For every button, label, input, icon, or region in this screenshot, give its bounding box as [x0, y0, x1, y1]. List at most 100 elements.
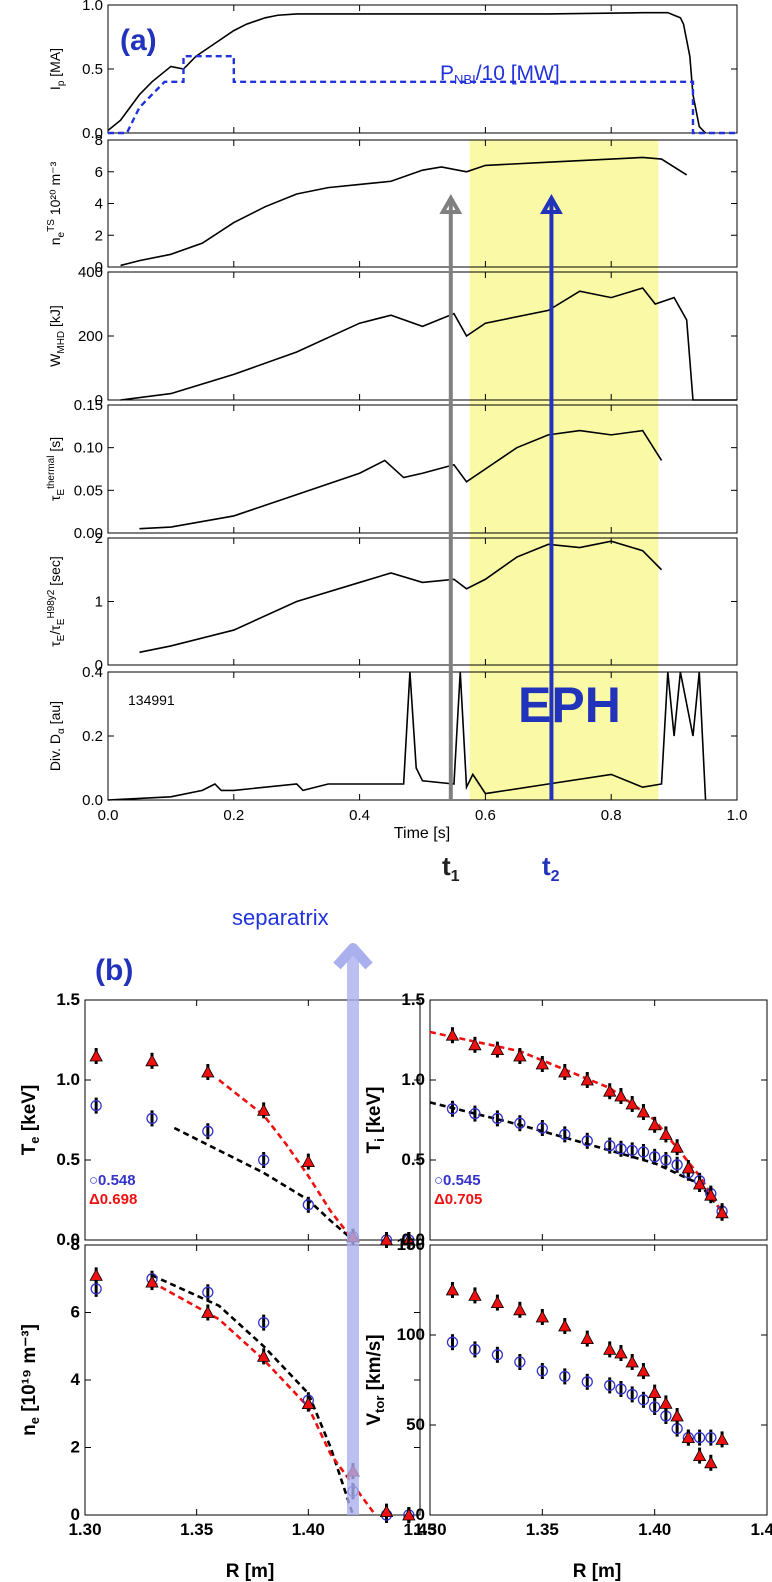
data-point-triangle — [704, 1188, 718, 1201]
data-point-triangle — [89, 1268, 103, 1281]
data-point-triangle — [625, 1355, 639, 1368]
y-tick-label: 1.5 — [56, 990, 80, 1009]
t1-arrow-head — [439, 193, 463, 214]
data-point-triangle — [445, 1028, 460, 1041]
data-point-circle — [649, 1151, 661, 1163]
nbi-label-post: /10 [MW] — [476, 62, 560, 85]
data-point-triangle — [89, 1049, 103, 1062]
legend-entry: Δ0.698 — [89, 1191, 137, 1208]
data-point-triangle — [513, 1302, 527, 1316]
y-tick-label: 1.0 — [56, 1070, 80, 1089]
t2-arrow-head — [539, 193, 563, 214]
data-point-circle — [446, 1103, 459, 1115]
subplot-ne_ts: 0 2 4 6 8 neTS 10²⁰ m⁻³ — [46, 132, 738, 276]
data-point-triangle — [145, 1275, 159, 1288]
data-point-triangle — [301, 1154, 316, 1167]
data-point-triangle — [647, 1385, 662, 1398]
y-tick-label: 0.15 — [74, 397, 103, 414]
data-point-circle — [536, 1365, 548, 1377]
data-point-triangle — [301, 1396, 316, 1410]
data-point-circle — [146, 1112, 158, 1125]
data-point-triangle — [558, 1065, 572, 1078]
data-point-circle — [615, 1383, 627, 1395]
data-point-triangle — [558, 1319, 572, 1332]
data-point-triangle — [614, 1089, 628, 1102]
series-line — [139, 429, 663, 530]
y-tick-label: 0 — [95, 259, 103, 276]
y-tick-label: 2 — [71, 1438, 80, 1457]
r-axis-label-right: R [m] — [573, 1561, 622, 1582]
data-point-triangle — [659, 1127, 673, 1140]
y-axis-label: WMHD [kJ] — [47, 305, 67, 367]
y-axis-label: Ip [MA] — [47, 48, 67, 90]
subplot-ip: 0.0 0.5 1.0 Ip [MA] — [47, 0, 738, 142]
data-point-circle — [491, 1112, 504, 1125]
data-point-triangle — [201, 1065, 215, 1078]
data-point-triangle — [659, 1396, 673, 1409]
nbi-line — [108, 55, 737, 135]
x-tick-label: 1.35 — [180, 1520, 213, 1539]
x-tick-label: 1.40 — [638, 1520, 671, 1539]
nbi-label: PNBI/10 [MW] — [440, 62, 560, 87]
data-point-circle — [705, 1431, 717, 1444]
data-point-triangle — [647, 1117, 662, 1131]
subplot-dalpha: 0.0 0.2 0.4 0.0 0.2 0.4 0.6 0.8 1.0 Div. Dα [au] — [47, 664, 747, 824]
y-axis-label: Vtor [km/s] — [364, 1334, 387, 1425]
y-tick-label: 1.0 — [82, 0, 103, 14]
t2-label-main: t — [542, 851, 551, 881]
data-point-circle — [581, 1135, 593, 1147]
data-point-circle — [536, 1122, 548, 1134]
legend-entry: ○0.545 — [434, 1172, 481, 1189]
data-point-circle — [626, 1144, 638, 1157]
plot-frame — [429, 999, 768, 1241]
data-point-circle — [491, 1349, 504, 1361]
x-tick-label: 1.40 — [292, 1520, 325, 1539]
y-axis-label: Ti [keV] — [364, 1087, 387, 1154]
y-tick-label: 0.10 — [74, 440, 103, 457]
y-tick-label: 2 — [95, 530, 103, 547]
y-tick-label: 0.5 — [401, 1150, 425, 1169]
data-point-triangle — [379, 1504, 394, 1518]
legend-entry: Δ0.705 — [434, 1191, 482, 1208]
x-tick-label: 1.0 — [727, 807, 748, 824]
fit-line — [151, 1274, 355, 1516]
panel-a-tag: (a) — [120, 24, 157, 57]
y-axis-label: neTS 10²⁰ m⁻³ — [46, 161, 67, 245]
data-point-triangle — [603, 1084, 617, 1097]
data-point-circle — [446, 1336, 459, 1348]
data-point-circle — [202, 1125, 214, 1137]
data-point-triangle — [580, 1331, 594, 1344]
data-point-circle — [90, 1283, 102, 1295]
y-tick-label: 150 — [397, 1235, 425, 1254]
y-tick-label: 0.0 — [82, 125, 103, 142]
data-point-circle — [671, 1159, 683, 1171]
eph-label: EPH — [518, 677, 621, 733]
t1-label: t1 — [442, 851, 460, 885]
y-tick-label: 8 — [95, 132, 103, 149]
data-point-circle — [604, 1379, 616, 1392]
x-tick-label: 0.8 — [601, 807, 622, 824]
t2-label-sub: 2 — [551, 868, 560, 885]
y-tick-label: 0.5 — [56, 1150, 80, 1169]
data-point-triangle — [636, 1105, 651, 1118]
data-point-triangle — [513, 1049, 527, 1062]
data-point-triangle — [256, 1103, 271, 1116]
y-tick-label: 8 — [71, 1235, 80, 1254]
y-tick-label: 6 — [71, 1303, 80, 1322]
data-point-circle — [559, 1128, 571, 1141]
y-tick-label: 4 — [95, 196, 103, 213]
t1-label-sub: 1 — [451, 868, 460, 885]
subplot-vtor: 0 50 100 150 1.30 1.35 1.40 1.45 Vtor [km/s] — [364, 1235, 772, 1539]
data-point-triangle — [490, 1295, 505, 1308]
series-line — [120, 287, 737, 401]
y-axis-label: Div. Dα [au] — [47, 701, 67, 771]
subplot-Ti: 0.0 0.5 1.0 1.5 Ti [keV] ○0.545 Δ0.705 — [364, 990, 768, 1249]
data-point-circle — [469, 1343, 481, 1356]
y-tick-label: 400 — [78, 264, 103, 281]
data-point-circle — [660, 1154, 672, 1166]
fit-line — [218, 1078, 355, 1241]
y-tick-label: 0 — [95, 392, 103, 409]
y-tick-label: 2 — [95, 227, 103, 244]
data-point-circle — [604, 1139, 616, 1152]
